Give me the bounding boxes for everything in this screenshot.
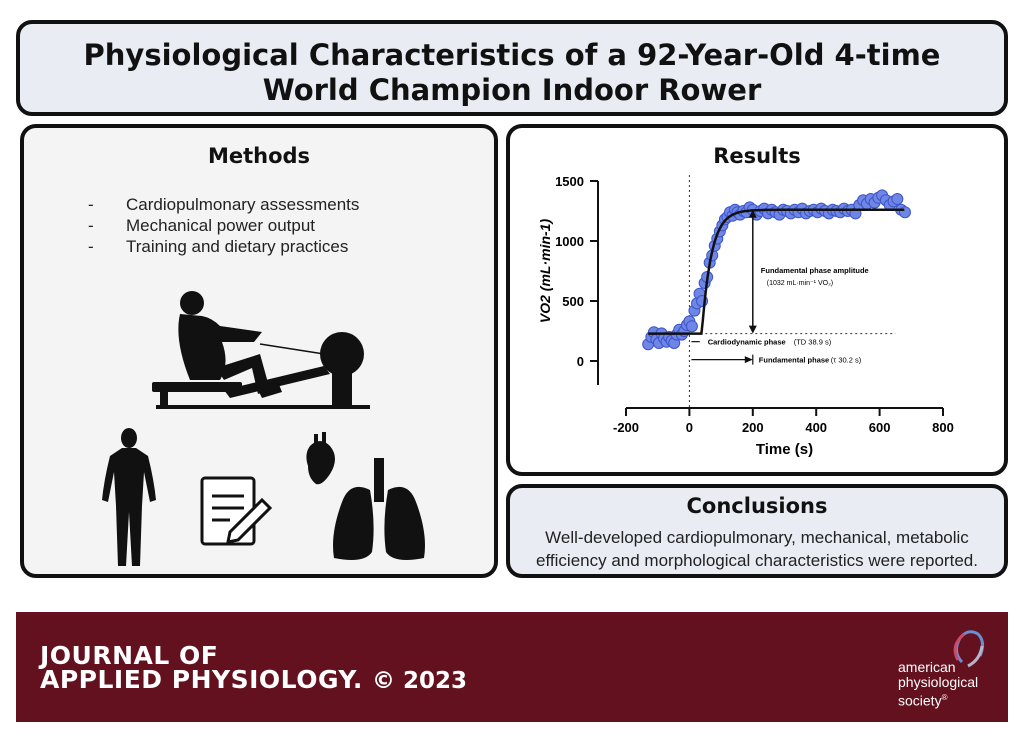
- list-item: - Mechanical power output: [88, 216, 316, 235]
- cardiodynamic-label: Cardiodynamic phase: [708, 338, 786, 347]
- x-tick-label: 800: [932, 420, 954, 435]
- list-item: - Cardiopulmonary assessments: [88, 195, 360, 214]
- data-point: [685, 320, 698, 333]
- cardiodynamic-value: (TD 38.9 s): [794, 338, 832, 347]
- rowing-machine-icon: [152, 291, 370, 409]
- methods-illustrations: [102, 291, 425, 566]
- x-tick-label: 0: [686, 420, 693, 435]
- methods-list: - Cardiopulmonary assessments - Mechanical…: [88, 194, 359, 257]
- model-fit-curve: [648, 208, 905, 335]
- conclusions-text: Well-developed cardiopulmonary, mechanic…: [536, 528, 978, 570]
- journal-name: JOURNAL OF APPLIED PHYSIOLOGY.: [40, 641, 363, 694]
- page-title: Physiological Characteristics of a 92-Ye…: [20, 38, 1004, 108]
- y-axis-label: VO2 (mL·min-1): [537, 219, 553, 324]
- fundamental-label: Fundamental phase: [759, 356, 829, 365]
- footer-banner: JOURNAL OF APPLIED PHYSIOLOGY. © 2023 am…: [16, 612, 1008, 722]
- heart-icon: [306, 432, 335, 485]
- society-logo-icon: [953, 630, 985, 668]
- x-tick-label: -200: [613, 420, 639, 435]
- fundamental-value: (τ 30.2 s): [831, 356, 862, 365]
- results-heading: Results: [713, 144, 801, 168]
- copyright-text: © 2023: [372, 668, 468, 694]
- amplitude-sublabel: (1032 mL·min⁻¹ VO₂): [767, 280, 833, 287]
- x-tick-label: 200: [742, 420, 764, 435]
- data-point: [898, 206, 911, 219]
- y-tick-label: 1500: [555, 174, 584, 189]
- document-pen-icon: [200, 476, 273, 546]
- y-tick-label: 500: [562, 294, 584, 309]
- lungs-icon: [333, 458, 425, 560]
- amplitude-arrow-head-bottom: [748, 325, 757, 334]
- society-name: american physiological society®: [898, 659, 979, 709]
- methods-heading: Methods: [207, 144, 311, 168]
- results-panel: Results 0 500 1000 1500 -200 0 200 400 600 800 Tim…: [506, 124, 1008, 476]
- y-tick-label: 1000: [555, 234, 584, 249]
- vo2-chart: 0 500 1000 1500 -200 0 200 400 600 800 Time (s) VO2…: [537, 174, 954, 458]
- conclusions-panel: Conclusions Well-developed cardiopulmona…: [506, 484, 1008, 578]
- human-body-icon: [102, 428, 156, 566]
- amplitude-label: Fundamental phase amplitude: [761, 266, 869, 275]
- x-axis-label: Time (s): [756, 441, 813, 458]
- methods-panel: Methods - Cardiopulmonary assessments - Me…: [20, 124, 498, 578]
- amplitude-arrow-head-top: [748, 209, 757, 218]
- y-tick-label: 0: [577, 354, 584, 369]
- title-line-2: World Champion Indoor Rower: [262, 73, 762, 107]
- x-tick-label: 600: [869, 420, 891, 435]
- conclusions-heading: Conclusions: [686, 494, 828, 518]
- title-line-1: Physiological Characteristics of a 92-Ye…: [83, 38, 941, 72]
- fundamental-arrow-head: [744, 356, 753, 364]
- x-tick-label: 400: [805, 420, 827, 435]
- list-item: - Training and dietary practices: [88, 237, 349, 256]
- title-box: Physiological Characteristics of a 92-Ye…: [16, 20, 1008, 116]
- data-point: [891, 193, 904, 205]
